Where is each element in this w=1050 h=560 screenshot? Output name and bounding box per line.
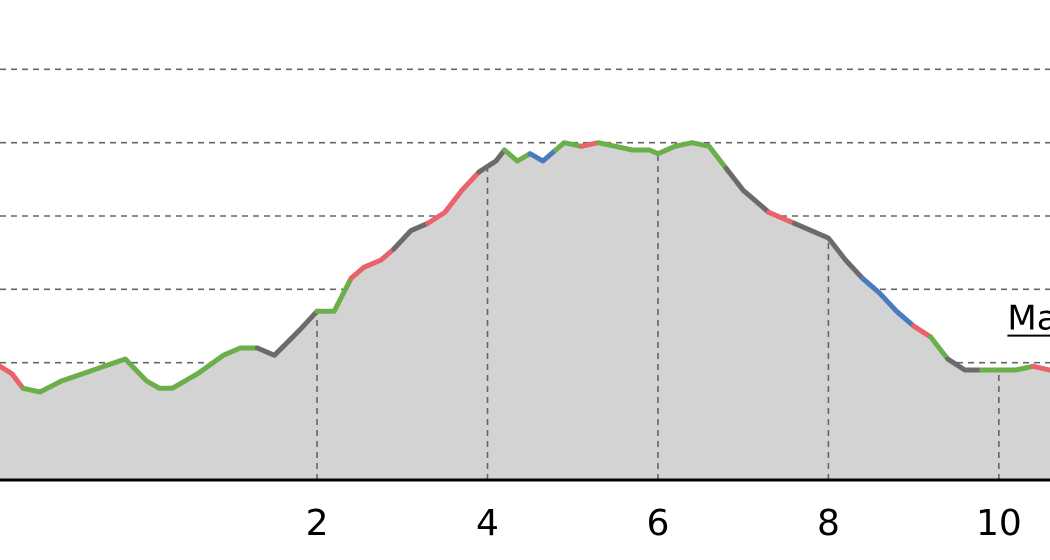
profile-segment-red	[1030, 363, 1050, 373]
x-tick-label: 6	[647, 503, 670, 544]
elevation-profile-line	[0, 140, 1050, 395]
x-tick-label: 10	[976, 503, 1022, 544]
profile-segment-gray	[791, 220, 865, 281]
profile-segment-green	[979, 363, 1036, 373]
x-tick-label: 4	[476, 503, 499, 544]
profile-segment-gray	[391, 220, 431, 252]
annotation-label: Ma	[1007, 299, 1050, 339]
profile-segment-red	[348, 246, 397, 281]
x-gridlines	[316, 153, 1000, 480]
profile-segment-green	[502, 147, 533, 164]
profile-segment-gray	[723, 165, 772, 215]
profile-segment-red	[911, 323, 934, 340]
x-tick-label: 2	[306, 503, 329, 544]
profile-segment-gray	[945, 356, 985, 373]
profile-segment-blue	[527, 147, 559, 164]
profile-segment-red	[578, 140, 601, 149]
profile-segment-green	[553, 140, 584, 153]
profile-segment-red	[425, 169, 482, 226]
profile-segment-green	[20, 345, 260, 395]
profile-segment-green	[595, 140, 729, 171]
elevation-area-fill	[0, 142, 1050, 480]
x-axis-ticks: 2 4 6 8 10	[306, 503, 1022, 544]
profile-segment-green	[928, 334, 951, 362]
profile-segment-red	[0, 363, 26, 391]
profile-segment-gray	[476, 147, 507, 175]
profile-segment-red	[766, 209, 797, 226]
profile-segment-green	[314, 275, 354, 314]
annotations: Ma	[1007, 299, 1050, 339]
profile-segment-blue	[860, 275, 917, 329]
x-tick-label: 8	[817, 503, 840, 544]
profile-segment-gray	[254, 308, 320, 358]
